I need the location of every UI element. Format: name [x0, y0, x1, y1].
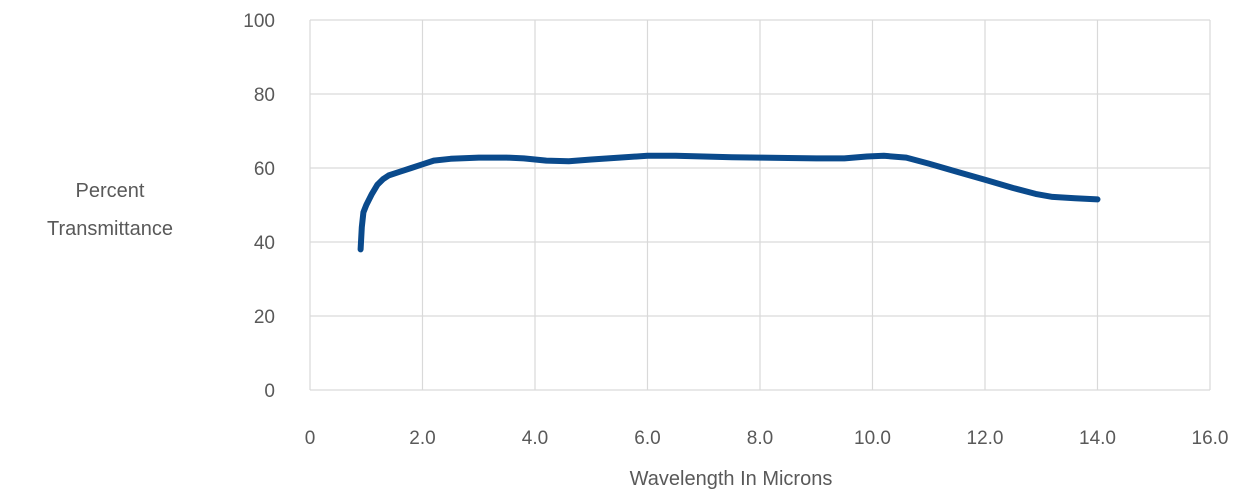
x-tick-label: 2.0 — [409, 428, 435, 449]
x-tick-label: 4.0 — [522, 428, 548, 449]
x-tick-label: 12.0 — [967, 428, 1004, 449]
x-tick-label: 0 — [305, 428, 316, 449]
y-tick-label: 60 — [254, 159, 275, 180]
x-axis-title: Wavelength In Microns — [630, 468, 833, 490]
y-tick-label: 40 — [254, 233, 275, 254]
x-tick-label: 6.0 — [634, 428, 660, 449]
x-tick-label: 8.0 — [747, 428, 773, 449]
y-axis-title-line-2: Transmittance — [47, 218, 173, 240]
series-line — [357, 152, 1101, 253]
y-axis-title-line-1: Percent — [76, 180, 145, 202]
grid — [309, 19, 1211, 391]
x-tick-label: 14.0 — [1079, 428, 1116, 449]
y-tick-label: 100 — [243, 11, 275, 32]
y-axis-ticks: 0 20 40 60 80 100 — [243, 11, 275, 402]
x-tick-label: 16.0 — [1192, 428, 1229, 449]
x-axis-ticks: 0 2.0 4.0 6.0 8.0 10.0 12.0 14.0 16.0 — [305, 428, 1229, 449]
y-tick-label: 0 — [264, 381, 275, 402]
y-tick-label: 20 — [254, 307, 275, 328]
x-tick-label: 10.0 — [854, 428, 891, 449]
y-tick-label: 80 — [254, 85, 275, 106]
